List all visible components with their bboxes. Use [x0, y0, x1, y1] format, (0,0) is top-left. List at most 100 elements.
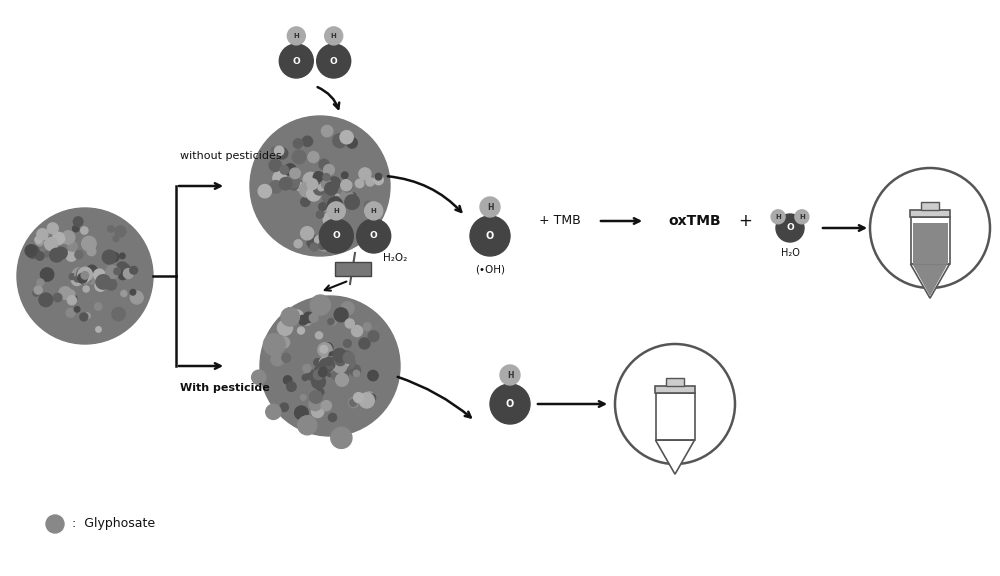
- Circle shape: [271, 353, 284, 366]
- Circle shape: [318, 343, 332, 357]
- Circle shape: [280, 166, 289, 174]
- Circle shape: [490, 384, 530, 424]
- Circle shape: [266, 404, 281, 419]
- Circle shape: [271, 147, 277, 153]
- Circle shape: [500, 365, 520, 385]
- Circle shape: [37, 229, 48, 240]
- Circle shape: [130, 267, 137, 274]
- Circle shape: [74, 276, 80, 282]
- Text: without pesticides: without pesticides: [180, 151, 282, 161]
- Circle shape: [336, 355, 349, 369]
- Circle shape: [318, 238, 331, 251]
- Text: H: H: [487, 203, 493, 211]
- Circle shape: [350, 192, 356, 199]
- Circle shape: [81, 272, 89, 279]
- Circle shape: [301, 395, 306, 400]
- Text: H: H: [293, 33, 299, 39]
- Text: O: O: [486, 231, 494, 241]
- Polygon shape: [910, 210, 950, 217]
- Circle shape: [319, 203, 327, 211]
- Circle shape: [59, 287, 71, 300]
- Circle shape: [366, 178, 374, 186]
- Circle shape: [349, 397, 359, 408]
- Circle shape: [314, 183, 325, 195]
- Circle shape: [319, 369, 327, 377]
- Circle shape: [364, 201, 371, 208]
- Circle shape: [277, 320, 293, 335]
- Circle shape: [307, 370, 317, 380]
- Circle shape: [315, 332, 323, 339]
- Circle shape: [325, 357, 333, 365]
- Circle shape: [312, 174, 328, 190]
- Circle shape: [310, 396, 316, 402]
- Circle shape: [296, 141, 303, 148]
- Circle shape: [324, 165, 334, 175]
- Circle shape: [328, 177, 340, 190]
- Circle shape: [359, 338, 370, 349]
- Circle shape: [319, 219, 353, 253]
- Circle shape: [325, 27, 343, 45]
- Circle shape: [55, 247, 67, 259]
- Circle shape: [310, 243, 318, 251]
- Circle shape: [351, 325, 363, 336]
- Circle shape: [302, 316, 312, 325]
- Circle shape: [77, 267, 89, 280]
- Text: (•OH): (•OH): [475, 264, 505, 274]
- FancyBboxPatch shape: [334, 262, 370, 275]
- Circle shape: [35, 236, 42, 244]
- Circle shape: [287, 27, 305, 45]
- Circle shape: [116, 262, 128, 274]
- Circle shape: [94, 269, 105, 281]
- Circle shape: [368, 331, 379, 342]
- Circle shape: [320, 346, 328, 353]
- Circle shape: [320, 367, 326, 373]
- Circle shape: [615, 344, 735, 464]
- Circle shape: [102, 250, 116, 264]
- Circle shape: [67, 295, 76, 305]
- Circle shape: [278, 337, 290, 348]
- Circle shape: [357, 219, 391, 253]
- Text: O: O: [332, 232, 340, 241]
- Circle shape: [327, 363, 333, 369]
- Circle shape: [321, 181, 327, 188]
- Circle shape: [318, 184, 324, 191]
- Circle shape: [315, 235, 324, 245]
- Circle shape: [252, 370, 266, 384]
- Circle shape: [296, 183, 304, 191]
- Circle shape: [307, 187, 321, 201]
- Circle shape: [325, 182, 338, 195]
- Circle shape: [368, 370, 378, 381]
- Circle shape: [89, 278, 95, 284]
- Circle shape: [114, 268, 121, 275]
- Circle shape: [341, 172, 348, 179]
- Circle shape: [302, 195, 310, 203]
- Circle shape: [333, 359, 347, 373]
- Circle shape: [81, 276, 89, 284]
- Circle shape: [347, 138, 357, 148]
- Circle shape: [81, 227, 88, 234]
- Circle shape: [26, 245, 39, 258]
- Circle shape: [250, 116, 390, 256]
- Circle shape: [121, 290, 127, 297]
- Circle shape: [313, 370, 323, 380]
- Circle shape: [335, 356, 345, 366]
- Circle shape: [303, 312, 314, 323]
- Circle shape: [284, 164, 296, 175]
- Circle shape: [84, 313, 90, 319]
- Circle shape: [340, 191, 354, 204]
- Text: H: H: [333, 208, 339, 214]
- Circle shape: [480, 197, 500, 217]
- Circle shape: [120, 253, 125, 259]
- Circle shape: [276, 147, 288, 159]
- Circle shape: [353, 370, 360, 377]
- Circle shape: [80, 269, 92, 281]
- Circle shape: [298, 416, 317, 435]
- Text: O: O: [292, 56, 300, 66]
- Circle shape: [260, 296, 400, 436]
- Circle shape: [281, 308, 299, 326]
- Text: H: H: [775, 214, 781, 220]
- Text: oxTMB: oxTMB: [669, 214, 721, 228]
- Circle shape: [78, 267, 92, 282]
- Text: O: O: [786, 223, 794, 233]
- Circle shape: [95, 271, 104, 281]
